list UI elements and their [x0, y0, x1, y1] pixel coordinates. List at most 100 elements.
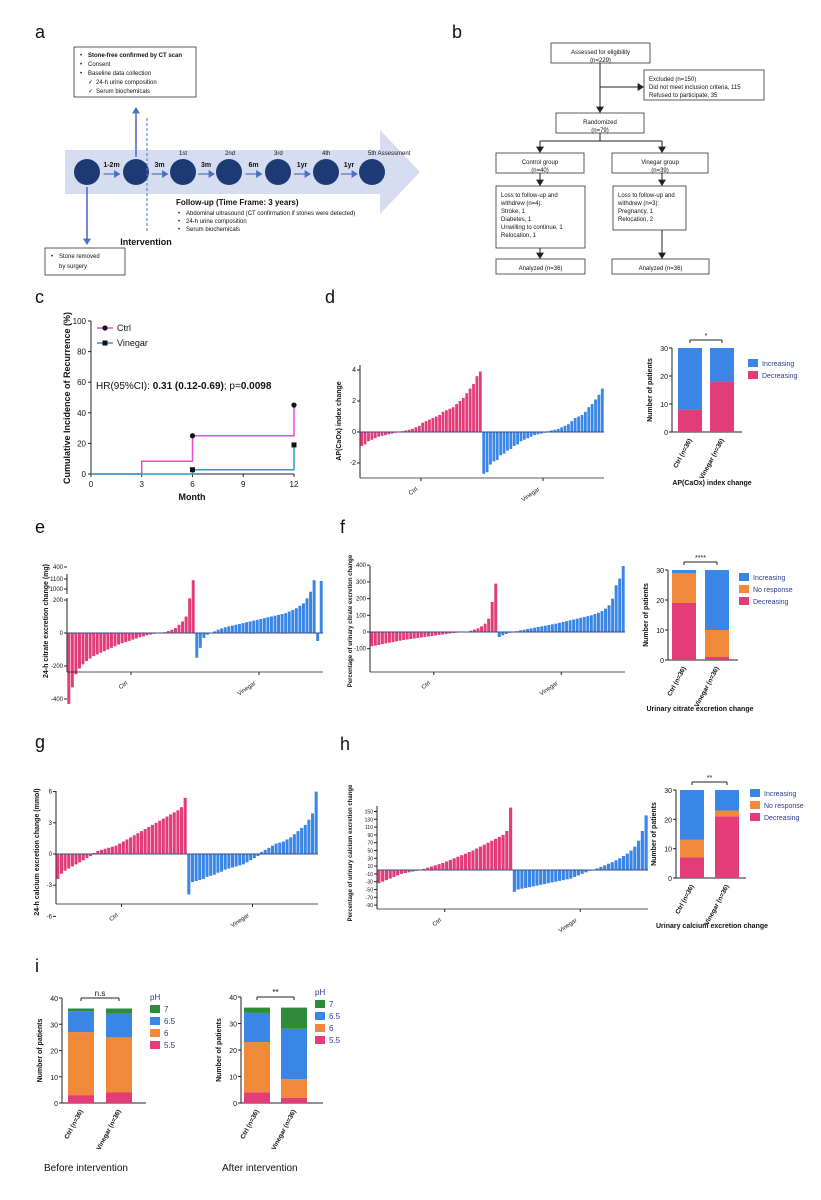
- bar-ctrl: [473, 629, 476, 632]
- panel-letter-f: f: [340, 517, 346, 537]
- bar-ctrl: [458, 401, 462, 432]
- bar-vinegar: [512, 432, 516, 446]
- y-tick-label: 300: [356, 580, 367, 586]
- bar-ctrl: [451, 632, 455, 634]
- bar-vinegar: [595, 868, 599, 870]
- timepoint-circle: [313, 159, 339, 185]
- bar-vinegar: [509, 432, 513, 450]
- hr-p: 0.0098: [241, 381, 272, 392]
- bar-ctrl: [81, 854, 85, 861]
- stack-segment: [281, 1028, 307, 1080]
- assessment-ordinal: 4th: [322, 151, 330, 157]
- bar-vinegar: [584, 870, 588, 873]
- bar-ctrl: [501, 834, 505, 870]
- y-tick-label: -6: [47, 914, 53, 920]
- stack-segment: [68, 1032, 94, 1096]
- bar-vinegar: [516, 870, 520, 890]
- bar-ctrl: [437, 632, 441, 636]
- bar-ctrl: [165, 816, 169, 854]
- bar-vinegar: [554, 870, 558, 882]
- interval-arrowhead: [114, 170, 121, 178]
- series-line-ctrl: [91, 405, 295, 475]
- y-tick-label: -30: [366, 880, 373, 886]
- bar-vinegar: [504, 632, 508, 635]
- y-axis-title: Number of patients: [216, 1018, 223, 1082]
- bar-ctrl: [113, 633, 117, 647]
- legend-swatch: [748, 359, 758, 367]
- bar-ctrl: [124, 633, 128, 643]
- bar-ctrl: [85, 633, 89, 662]
- bar-vinegar: [499, 432, 503, 456]
- loss-ctrl-box-text: Stroke, 1: [501, 209, 526, 215]
- bar-vinegar: [594, 399, 597, 432]
- arrowhead: [536, 252, 544, 259]
- bar-ctrl: [475, 848, 479, 870]
- bar-vinegar: [533, 627, 537, 632]
- bar-ctrl: [180, 807, 184, 854]
- bar-vinegar: [230, 854, 235, 868]
- y-axis-title: 24-h calcium excretion change (mmol): [34, 788, 41, 915]
- bar-vinegar: [570, 421, 574, 432]
- arrowhead: [658, 146, 666, 153]
- bar-ctrl: [463, 853, 468, 870]
- bar-ctrl: [380, 432, 384, 436]
- y-tick-label: 0: [60, 631, 64, 637]
- bar-vinegar: [579, 617, 583, 632]
- y-tick-label: 3: [49, 821, 53, 827]
- bar-ctrl: [158, 820, 162, 854]
- bar-vinegar: [543, 625, 547, 632]
- assessment-ordinal: 1st: [179, 151, 187, 157]
- bar-ctrl: [509, 807, 513, 870]
- bar-vinegar: [202, 633, 206, 638]
- vinegar-box-text: Vinegar group: [641, 160, 679, 166]
- bar-ctrl: [404, 430, 408, 432]
- arrowhead: [83, 238, 91, 245]
- category-label-ctrl: Ctrl: [408, 487, 419, 497]
- stack-segment: [680, 790, 704, 840]
- bar-vinegar: [301, 603, 305, 633]
- stack-segment: [106, 1037, 132, 1093]
- assessed-box-text: Assessed for eligibility: [571, 50, 630, 56]
- x-tick-label: 6: [190, 480, 195, 489]
- bar-vinegar: [531, 870, 535, 887]
- bar-vinegar: [586, 616, 590, 632]
- bar-vinegar: [540, 626, 544, 632]
- interval-arrowhead: [208, 170, 215, 178]
- bar-ctrl: [480, 626, 484, 632]
- control-box-text: (n=40): [531, 168, 549, 174]
- bar-ctrl: [451, 407, 455, 432]
- bar-ctrl: [460, 855, 464, 870]
- bar-vinegar: [309, 591, 313, 633]
- bar-vinegar: [640, 831, 644, 870]
- bar-ctrl: [391, 632, 395, 643]
- stack-segment: [705, 570, 729, 630]
- bar-ctrl: [373, 632, 377, 646]
- y-tick-label: 40: [229, 995, 237, 1002]
- significance-label: *: [705, 333, 708, 340]
- stack-segment: [106, 1092, 132, 1103]
- panel-letter-d: d: [325, 287, 335, 307]
- stack-segment: [715, 790, 739, 811]
- bar-vinegar: [220, 628, 224, 633]
- assessment-ordinal: 5th Assessment: [368, 151, 411, 157]
- loss-ctrl-box-text: Relocation, 1: [501, 233, 537, 239]
- stack-segment: [68, 1011, 94, 1033]
- stack-segment: [672, 570, 696, 573]
- bar-ctrl: [482, 844, 486, 870]
- bar-ctrl: [438, 414, 442, 432]
- bar-ctrl: [428, 419, 431, 432]
- bar-ctrl: [177, 624, 181, 633]
- bullet-mark: •: [80, 62, 82, 68]
- category-label: Vinegar (n=36): [699, 438, 726, 481]
- bar-vinegar: [527, 870, 532, 888]
- stack-segment: [678, 348, 702, 410]
- bar-vinegar: [596, 612, 600, 632]
- y-tick-label: 40: [50, 996, 58, 1003]
- bar-ctrl: [490, 601, 494, 632]
- bar-ctrl: [109, 633, 113, 648]
- bar-vinegar: [629, 850, 633, 870]
- bar-ctrl: [114, 845, 118, 854]
- bar-vinegar: [519, 432, 523, 442]
- excluded-box-text: Refused to participate, 35: [649, 93, 718, 99]
- y-tick-label: 10: [50, 1075, 58, 1082]
